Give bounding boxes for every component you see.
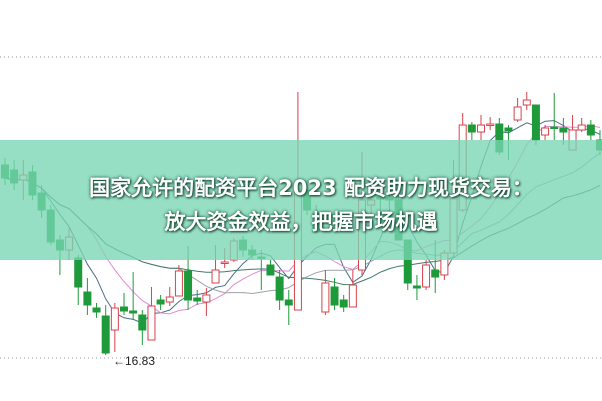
candle-body: [486, 123, 495, 126]
candle-body: [129, 310, 138, 314]
candle-body: [184, 270, 193, 301]
candle-body: [275, 276, 284, 301]
candle-body: [321, 282, 330, 313]
candle-body: [83, 291, 92, 306]
candle-body: [504, 127, 513, 132]
candle-body: [74, 257, 83, 288]
candle-body: [120, 306, 128, 312]
candle-body: [586, 124, 595, 136]
candle-body: [156, 299, 165, 305]
candle-body: [193, 297, 202, 302]
candle-body: [531, 104, 540, 141]
candle-body: [138, 314, 147, 331]
overlay-title-line2: 放大资金效益，把握市场机遇: [164, 210, 438, 234]
candle-body: [165, 296, 174, 303]
candle-body: [412, 285, 421, 289]
candle-body: [220, 261, 229, 264]
candle-body: [422, 264, 431, 288]
candle-body: [477, 124, 485, 133]
candle-body: [266, 264, 275, 276]
candle-body: [174, 270, 183, 297]
candle-body: [92, 307, 101, 313]
title-overlay-banner: 国家允许的配资平台2023 配资助力现货交易： 放大资金效益，把握市场机遇: [0, 140, 602, 260]
candle-body: [284, 299, 293, 306]
candle-body: [522, 99, 531, 106]
candle-body: [431, 269, 440, 278]
candle-body: [110, 307, 119, 331]
candle-body: [202, 294, 211, 303]
candle-body: [577, 124, 586, 131]
candle-body: [467, 124, 476, 133]
candle-body: [330, 286, 339, 306]
candle-body: [211, 269, 220, 284]
low-price-annotation: ←16.83: [113, 354, 156, 368]
candle-body: [550, 126, 559, 129]
candle-body: [147, 305, 156, 341]
overlay-title-line1: 国家允许的配资平台2023 配资助力现货交易：: [89, 176, 533, 200]
candle-body: [541, 127, 550, 136]
candle-body: [101, 315, 110, 354]
candle-body: [513, 106, 522, 121]
candle-body: [348, 284, 357, 308]
candle-body: [339, 299, 348, 308]
candle-body: [559, 127, 568, 133]
